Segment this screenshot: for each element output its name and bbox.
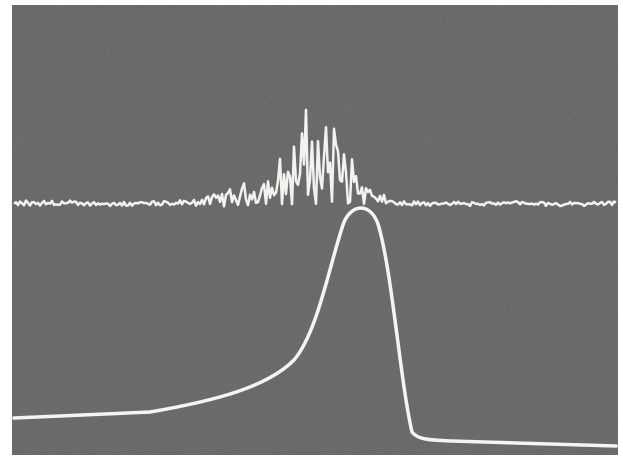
- noise-trace: [13, 108, 617, 208]
- screen-grain: [12, 5, 618, 455]
- pulse-trace: [12, 206, 618, 448]
